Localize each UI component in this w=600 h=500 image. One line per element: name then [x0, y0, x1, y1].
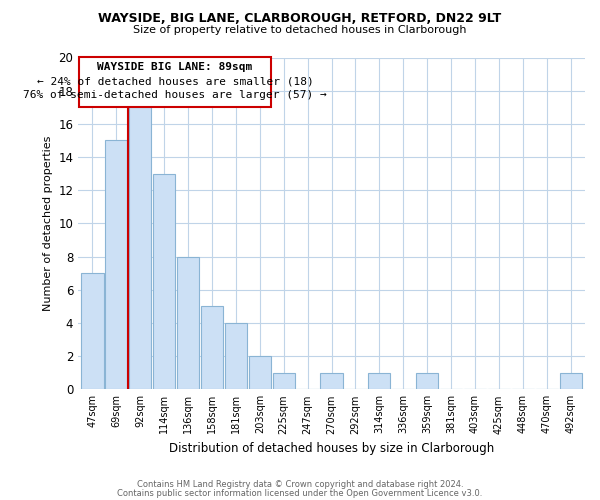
Bar	[81, 273, 104, 390]
Bar	[248, 356, 271, 390]
Bar	[177, 256, 199, 390]
Text: 76% of semi-detached houses are larger (57) →: 76% of semi-detached houses are larger (…	[23, 90, 327, 100]
Text: Contains public sector information licensed under the Open Government Licence v3: Contains public sector information licen…	[118, 489, 482, 498]
Bar	[272, 372, 295, 390]
Bar	[320, 372, 343, 390]
Bar	[153, 174, 175, 390]
Text: WAYSIDE BIG LANE: 89sqm: WAYSIDE BIG LANE: 89sqm	[97, 62, 253, 72]
Y-axis label: Number of detached properties: Number of detached properties	[43, 136, 53, 311]
Bar	[368, 372, 391, 390]
Bar	[201, 306, 223, 390]
Bar	[105, 140, 127, 390]
Bar	[560, 372, 582, 390]
X-axis label: Distribution of detached houses by size in Clarborough: Distribution of detached houses by size …	[169, 442, 494, 455]
Bar	[225, 323, 247, 390]
FancyBboxPatch shape	[79, 56, 271, 108]
Text: Size of property relative to detached houses in Clarborough: Size of property relative to detached ho…	[133, 25, 467, 35]
Text: WAYSIDE, BIG LANE, CLARBOROUGH, RETFORD, DN22 9LT: WAYSIDE, BIG LANE, CLARBOROUGH, RETFORD,…	[98, 12, 502, 26]
Text: Contains HM Land Registry data © Crown copyright and database right 2024.: Contains HM Land Registry data © Crown c…	[137, 480, 463, 489]
Bar	[129, 108, 151, 390]
Text: ← 24% of detached houses are smaller (18): ← 24% of detached houses are smaller (18…	[37, 76, 313, 86]
Bar	[416, 372, 438, 390]
